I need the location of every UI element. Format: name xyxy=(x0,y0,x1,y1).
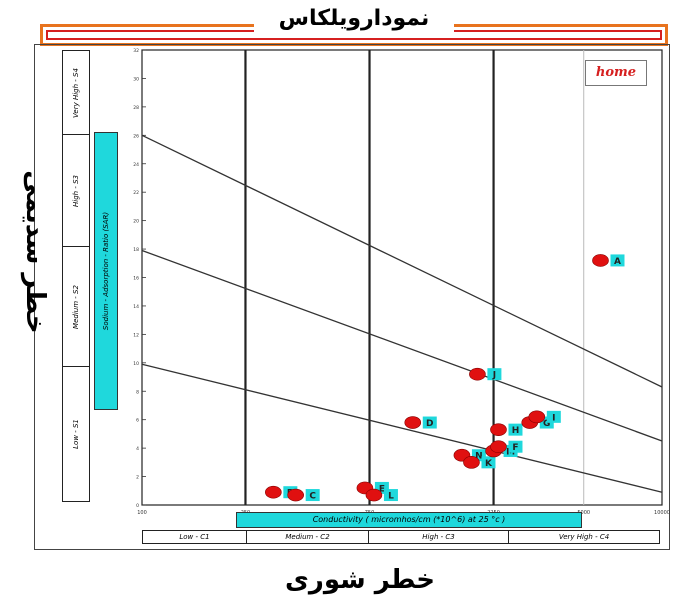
hazard-boundary-line xyxy=(141,249,663,442)
data-point xyxy=(265,485,282,499)
outer-frame xyxy=(34,44,670,550)
y-tick-label: 6 xyxy=(136,418,139,424)
x-tick-label: 100 xyxy=(137,510,147,516)
data-point-label: F xyxy=(512,443,518,453)
y-tick-label: 18 xyxy=(133,247,139,253)
y-tick-label: 0 xyxy=(136,503,139,509)
plot-layer: 0246810121416182022242628303210025075022… xyxy=(133,48,670,516)
hazard-boundary-line xyxy=(141,363,663,493)
data-point-label: L xyxy=(388,492,394,502)
data-point-label-bg xyxy=(305,489,320,502)
data-point-label: E xyxy=(379,484,385,494)
data-point-label: H xyxy=(512,426,520,436)
data-point-label-bg xyxy=(508,423,523,436)
c-class-cell-c2: Medium - C2 xyxy=(247,531,369,543)
y-tick-label: 32 xyxy=(133,48,139,54)
y-tick-label: 28 xyxy=(133,105,139,111)
data-point-label: N xyxy=(475,452,483,462)
x-tick-label: 10000 xyxy=(654,510,670,516)
y-tick-label: 30 xyxy=(133,76,139,82)
data-point xyxy=(287,488,304,502)
y-tick-label: 16 xyxy=(133,276,139,282)
y-tick-label: 10 xyxy=(133,361,139,367)
home-button[interactable]: home xyxy=(585,60,647,86)
data-point-label-bg xyxy=(508,440,523,453)
y-tick-label: 2 xyxy=(136,475,139,481)
salinity-class-row: Low - C1 Medium - C2 High - C3 Very High… xyxy=(142,530,660,544)
sodium-class-column: Very High - S4 High - S3 Medium - S2 Low… xyxy=(62,50,90,502)
data-point-label: D xyxy=(426,419,433,429)
data-point-label: J xyxy=(492,371,496,381)
data-point-label: A xyxy=(614,257,621,267)
data-point xyxy=(469,367,486,381)
s-class-cell-s4: Very High - S4 xyxy=(63,51,89,135)
c-class-cell-c4: Very High - C4 xyxy=(558,533,610,541)
c-class-cell-c3: High - C3 xyxy=(369,531,509,543)
y-tick-label: 26 xyxy=(133,133,139,139)
data-point-label: K xyxy=(485,459,493,469)
y-tick-label: 20 xyxy=(133,219,139,225)
y-tick-label: 4 xyxy=(136,446,139,452)
data-point-label-bg xyxy=(383,489,398,502)
data-point xyxy=(463,456,480,469)
x-tick-label: 5000 xyxy=(577,510,590,516)
data-point xyxy=(490,440,507,454)
data-point-label: C xyxy=(309,492,316,502)
data-point xyxy=(490,423,507,436)
s-class-cell-s3: High - S3 xyxy=(63,135,89,247)
s-class-cell-s2: Medium - S2 xyxy=(63,247,89,367)
data-point-label-bg xyxy=(610,254,625,267)
salinity-hazard-label: خطر شوری xyxy=(285,565,435,595)
y-tick-label: 22 xyxy=(133,190,139,196)
data-point xyxy=(404,416,422,429)
data-point-label-bg xyxy=(481,456,496,469)
data-point-label: I xyxy=(552,413,555,423)
data-point xyxy=(365,488,383,502)
y-tick-label: 12 xyxy=(133,332,139,338)
hazard-boundary-line xyxy=(141,134,663,388)
data-point-label: G xyxy=(543,419,550,429)
y-tick-label: 14 xyxy=(133,304,139,310)
c-class-cell-c1: Low - C1 xyxy=(143,531,247,543)
x-axis-title-box: Conductivity ( micromhos/cm (*10^6) at 2… xyxy=(236,512,582,528)
data-point xyxy=(592,254,609,267)
y-tick-label: 8 xyxy=(136,389,139,395)
y-axis-title-box: Sodium - Adsorption - Ratio (SAR) xyxy=(94,132,118,410)
page-title: نمودارویلکاس xyxy=(254,4,454,34)
data-point-label-bg xyxy=(487,368,502,381)
data-point-label-bg xyxy=(422,416,437,429)
data-point xyxy=(528,410,546,424)
data-point-label-bg xyxy=(546,410,561,423)
y-tick-label: 24 xyxy=(133,162,139,168)
